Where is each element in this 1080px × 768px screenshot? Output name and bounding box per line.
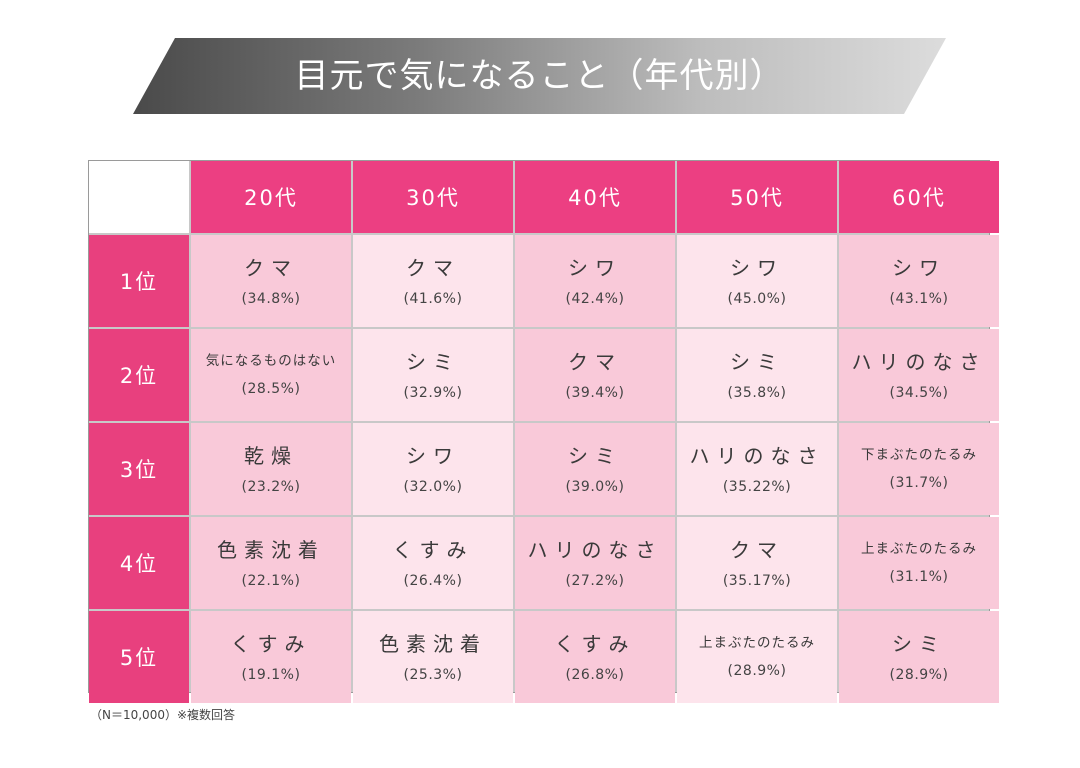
rank-label: 5位 — [89, 611, 189, 703]
percent-label: (39.0%) — [565, 479, 625, 495]
table-cell: ハリのなさ (27.2%) — [515, 517, 675, 609]
table-cell: ハリのなさ (34.5%) — [839, 329, 999, 421]
percent-label: (25.3%) — [403, 667, 463, 683]
table-cell: シミ (39.0%) — [515, 423, 675, 515]
concern-label: シワ — [892, 256, 946, 280]
percent-label: (28.5%) — [241, 380, 301, 397]
concern-label: ハリのなさ — [851, 350, 987, 374]
percent-label: (31.7%) — [889, 474, 949, 491]
percent-label: (35.8%) — [727, 385, 787, 401]
table-corner — [89, 161, 189, 233]
table-cell: 乾燥 (23.2%) — [191, 423, 351, 515]
concern-label: シミ — [406, 350, 460, 374]
table-cell: シワ (32.0%) — [353, 423, 513, 515]
percent-label: (19.1%) — [241, 667, 301, 683]
table-cell: 上まぶたのたるみ (31.1%) — [839, 517, 999, 609]
concern-label: 下まぶたのたるみ — [861, 447, 977, 464]
percent-label: (34.5%) — [889, 385, 949, 401]
table-cell: シミ (35.8%) — [677, 329, 837, 421]
percent-label: (32.9%) — [403, 385, 463, 401]
concern-label: 上まぶたのたるみ — [699, 635, 815, 652]
concern-label: シワ — [568, 256, 622, 280]
percent-label: (42.4%) — [565, 291, 625, 307]
percent-label: (45.0%) — [727, 291, 787, 307]
page-title: 目元で気になること（年代別） — [294, 56, 785, 96]
column-header: 50代 — [677, 161, 837, 233]
concern-label: ハリのなさ — [689, 444, 825, 468]
percent-label: (26.4%) — [403, 573, 463, 589]
table-cell: シワ (43.1%) — [839, 235, 999, 327]
concern-label: シミ — [892, 632, 946, 656]
rank-label: 1位 — [89, 235, 189, 327]
column-header: 20代 — [191, 161, 351, 233]
concern-label: くすみ — [554, 632, 636, 656]
table-cell: シワ (42.4%) — [515, 235, 675, 327]
percent-label: (39.4%) — [565, 385, 625, 401]
percent-label: (35.17%) — [722, 573, 792, 589]
percent-label: (31.1%) — [889, 568, 949, 585]
percent-label: (22.1%) — [241, 573, 301, 589]
concern-label: 色素沈着 — [379, 632, 487, 656]
rank-label: 4位 — [89, 517, 189, 609]
table-cell: シワ (45.0%) — [677, 235, 837, 327]
table-cell: シミ (32.9%) — [353, 329, 513, 421]
table-cell: くすみ (26.8%) — [515, 611, 675, 703]
concern-label: 色素沈着 — [217, 538, 325, 562]
concern-label: シミ — [730, 350, 784, 374]
table-cell: クマ (41.6%) — [353, 235, 513, 327]
table-cell: 色素沈着 (25.3%) — [353, 611, 513, 703]
percent-label: (43.1%) — [889, 291, 949, 307]
table-cell: クマ (39.4%) — [515, 329, 675, 421]
percent-label: (28.9%) — [727, 662, 787, 679]
table-cell: 下まぶたのたるみ (31.7%) — [839, 423, 999, 515]
percent-label: (28.9%) — [889, 667, 949, 683]
column-header: 60代 — [839, 161, 999, 233]
table-cell: クマ (35.17%) — [677, 517, 837, 609]
table-cell: 気になるものはない (28.5%) — [191, 329, 351, 421]
concern-label: クマ — [406, 256, 460, 280]
concern-label: くすみ — [392, 538, 474, 562]
concern-label: シワ — [730, 256, 784, 280]
table-cell: くすみ (19.1%) — [191, 611, 351, 703]
table-cell: 上まぶたのたるみ (28.9%) — [677, 611, 837, 703]
rank-label: 2位 — [89, 329, 189, 421]
concern-label: クマ — [244, 256, 298, 280]
concern-label: クマ — [568, 350, 622, 374]
title-banner: 目元で気になること（年代別） — [133, 38, 946, 114]
table-cell: ハリのなさ (35.22%) — [677, 423, 837, 515]
concern-label: ハリのなさ — [527, 538, 663, 562]
percent-label: (34.8%) — [241, 291, 301, 307]
percent-label: (26.8%) — [565, 667, 625, 683]
percent-label: (35.22%) — [722, 479, 792, 495]
table-cell: 色素沈着 (22.1%) — [191, 517, 351, 609]
percent-label: (32.0%) — [403, 479, 463, 495]
ranking-table: 20代 30代 40代 50代 60代 1位 クマ (34.8%) クマ (41.6%)… — [88, 160, 999, 703]
concern-label: 乾燥 — [244, 444, 298, 468]
concern-label: 気になるものはない — [205, 353, 337, 370]
table-cell: シミ (28.9%) — [839, 611, 999, 703]
table-cell: くすみ (26.4%) — [353, 517, 513, 609]
concern-label: シミ — [568, 444, 622, 468]
percent-label: (41.6%) — [403, 291, 463, 307]
percent-label: (27.2%) — [565, 573, 625, 589]
concern-label: クマ — [730, 538, 784, 562]
column-header: 40代 — [515, 161, 675, 233]
concern-label: くすみ — [230, 632, 312, 656]
rank-label: 3位 — [89, 423, 189, 515]
sample-note: （N＝10,000）※複数回答 — [90, 708, 236, 722]
table-cell: クマ (34.8%) — [191, 235, 351, 327]
concern-label: シワ — [406, 444, 460, 468]
column-header: 30代 — [353, 161, 513, 233]
percent-label: (23.2%) — [241, 479, 301, 495]
concern-label: 上まぶたのたるみ — [861, 541, 977, 558]
